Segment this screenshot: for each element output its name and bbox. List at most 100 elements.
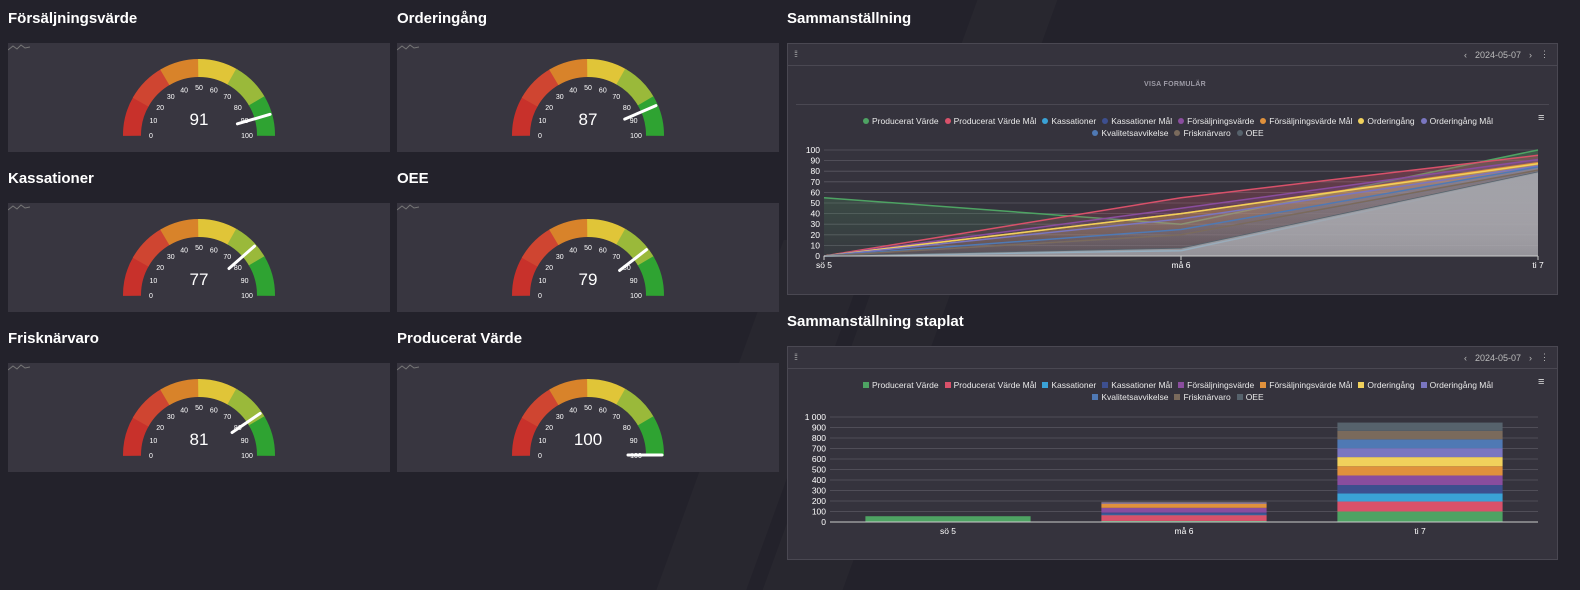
legend-item[interactable]: Frisknärvaro <box>1174 391 1231 403</box>
stacked-bar-segment[interactable] <box>1337 457 1503 467</box>
legend-item[interactable]: Producerat Värde <box>863 115 939 127</box>
chevron-left-icon[interactable]: ‹ <box>1463 352 1467 363</box>
legend-item[interactable]: OEE <box>1236 127 1264 139</box>
gauge-tick-label: 40 <box>569 247 577 254</box>
legend-item[interactable]: Orderingång <box>1358 115 1415 127</box>
hamburger-menu-icon[interactable]: ≡ <box>1538 376 1545 388</box>
legend-label: Kassationer Mål <box>1111 380 1173 390</box>
gauge-tick-label: 70 <box>612 94 620 101</box>
legend-item[interactable]: Orderingång <box>1358 379 1415 391</box>
legend-marker-icon <box>1178 118 1185 124</box>
gauge-tick-label: 30 <box>167 414 175 421</box>
divider <box>796 104 1549 105</box>
gauge-tick-label: 80 <box>623 425 631 432</box>
legend-item[interactable]: Försäljningsvärde Mål <box>1260 379 1352 391</box>
stacked-bar-segment[interactable] <box>1337 439 1503 449</box>
legend-item[interactable]: Orderingång Mål <box>1420 115 1493 127</box>
y-tick-label: 700 <box>812 444 826 454</box>
stacked-bar-segment[interactable] <box>865 516 1031 522</box>
legend-marker-icon <box>1420 382 1427 388</box>
sparkline-icon[interactable] <box>8 43 30 51</box>
more-options-icon[interactable]: ⋮ <box>1540 352 1549 362</box>
legend-item[interactable]: Producerat Värde Mål <box>944 379 1036 391</box>
legend-item[interactable]: Kassationer <box>1042 379 1096 391</box>
gauge-card: 0 10 20 30 40 50 60 70 80 90 100 79 <box>397 203 779 312</box>
chevron-right-icon[interactable]: › <box>1529 49 1532 60</box>
legend-item[interactable]: Orderingång Mål <box>1420 379 1493 391</box>
area-series-line[interactable] <box>823 165 1539 257</box>
drag-handle-icon[interactable]: ⁞⁞ <box>794 352 798 362</box>
legend-item[interactable]: Kassationer Mål <box>1102 379 1172 391</box>
legend-label: Producerat Värde <box>872 380 939 390</box>
show-form-button[interactable]: VISA FORMULÄR <box>1144 81 1206 88</box>
gauge-tick-label: 40 <box>180 247 188 254</box>
stacked-bar-segment[interactable] <box>1101 514 1267 516</box>
legend-label: Försäljningsvärde <box>1187 380 1255 390</box>
gauge-tick-label: 0 <box>538 293 542 300</box>
gauge-band <box>122 256 150 296</box>
sparkline-icon[interactable] <box>8 203 30 211</box>
area-series-line[interactable] <box>823 163 1539 257</box>
sparkline-icon[interactable] <box>8 363 30 371</box>
stacked-bar-segment[interactable] <box>1101 503 1267 508</box>
x-tick-label: sö 5 <box>816 260 832 270</box>
area-series-line[interactable] <box>823 154 1539 257</box>
stacked-bar-segment[interactable] <box>1101 515 1267 521</box>
chevron-left-icon[interactable]: ‹ <box>1463 49 1467 60</box>
gauge-tick-label: 10 <box>538 278 546 285</box>
legend-item[interactable]: OEE <box>1236 391 1264 403</box>
gauge-band <box>521 388 560 427</box>
stacked-bar-segment[interactable] <box>1337 501 1503 512</box>
drag-handle-icon[interactable]: ⁞⁞ <box>794 49 798 59</box>
more-options-icon[interactable]: ⋮ <box>1540 49 1549 59</box>
legend-item[interactable]: Kassationer Mål <box>1102 115 1172 127</box>
stacked-bar-segment[interactable] <box>1337 466 1503 476</box>
legend-label: Kvalitetsavvikelse <box>1101 392 1169 402</box>
stacked-bar-segment[interactable] <box>1101 502 1267 504</box>
gauge-band <box>616 228 655 267</box>
stacked-bar-segment[interactable] <box>1337 448 1503 458</box>
sparkline-icon[interactable] <box>397 363 419 371</box>
legend-item[interactable]: Försäljningsvärde Mål <box>1260 115 1352 127</box>
gauge-value: 100 <box>574 430 602 449</box>
gauge-tick-label: 100 <box>241 453 253 460</box>
legend-item[interactable]: Frisknärvaro <box>1174 127 1231 139</box>
chevron-right-icon[interactable]: › <box>1529 352 1532 363</box>
legend-item[interactable]: Producerat Värde Mål <box>944 115 1036 127</box>
sparkline-icon[interactable] <box>397 203 419 211</box>
area-series-line[interactable] <box>823 169 1539 257</box>
stacked-bar-segment[interactable] <box>1337 511 1503 523</box>
stacked-bar-segment[interactable] <box>1101 501 1267 503</box>
area-series-line[interactable] <box>823 158 1539 257</box>
stacked-bar-segment[interactable] <box>1337 422 1503 431</box>
legend-marker-icon <box>1236 394 1243 400</box>
hamburger-menu-icon[interactable]: ≡ <box>1538 112 1545 124</box>
stacked-bar-segment[interactable] <box>1101 520 1267 522</box>
x-tick-label: må 6 <box>1175 526 1194 536</box>
area-series-line[interactable] <box>823 166 1539 257</box>
legend-item[interactable]: Kvalitetsavvikelse <box>1092 391 1168 403</box>
x-tick-label: sö 5 <box>940 526 956 536</box>
legend-item[interactable]: Producerat Värde <box>863 379 939 391</box>
sparkline-icon[interactable] <box>397 43 419 51</box>
gauge-tick-label: 0 <box>538 133 542 140</box>
gauge-tick-label: 50 <box>195 405 203 412</box>
stacked-bar-segment[interactable] <box>1337 475 1503 486</box>
stacked-bar-segment[interactable] <box>1337 485 1503 494</box>
legend-item[interactable]: Kvalitetsavvikelse <box>1092 127 1168 139</box>
stacked-bar-segment[interactable] <box>1337 430 1503 440</box>
stacked-bar-segment[interactable] <box>1101 512 1267 515</box>
legend-item[interactable]: Försäljningsvärde <box>1178 379 1254 391</box>
legend-label: Orderingång <box>1367 380 1415 390</box>
gauge-tick-label: 40 <box>569 407 577 414</box>
area-series-fill <box>824 172 1538 256</box>
stacked-bar-segment[interactable] <box>1101 507 1267 513</box>
legend-item[interactable]: Försäljningsvärde <box>1178 115 1254 127</box>
stacked-bar-segment[interactable] <box>1337 493 1503 502</box>
legend-marker-icon <box>1236 130 1243 136</box>
legend-marker-icon <box>1102 382 1109 388</box>
legend-item[interactable]: Kassationer <box>1042 115 1096 127</box>
